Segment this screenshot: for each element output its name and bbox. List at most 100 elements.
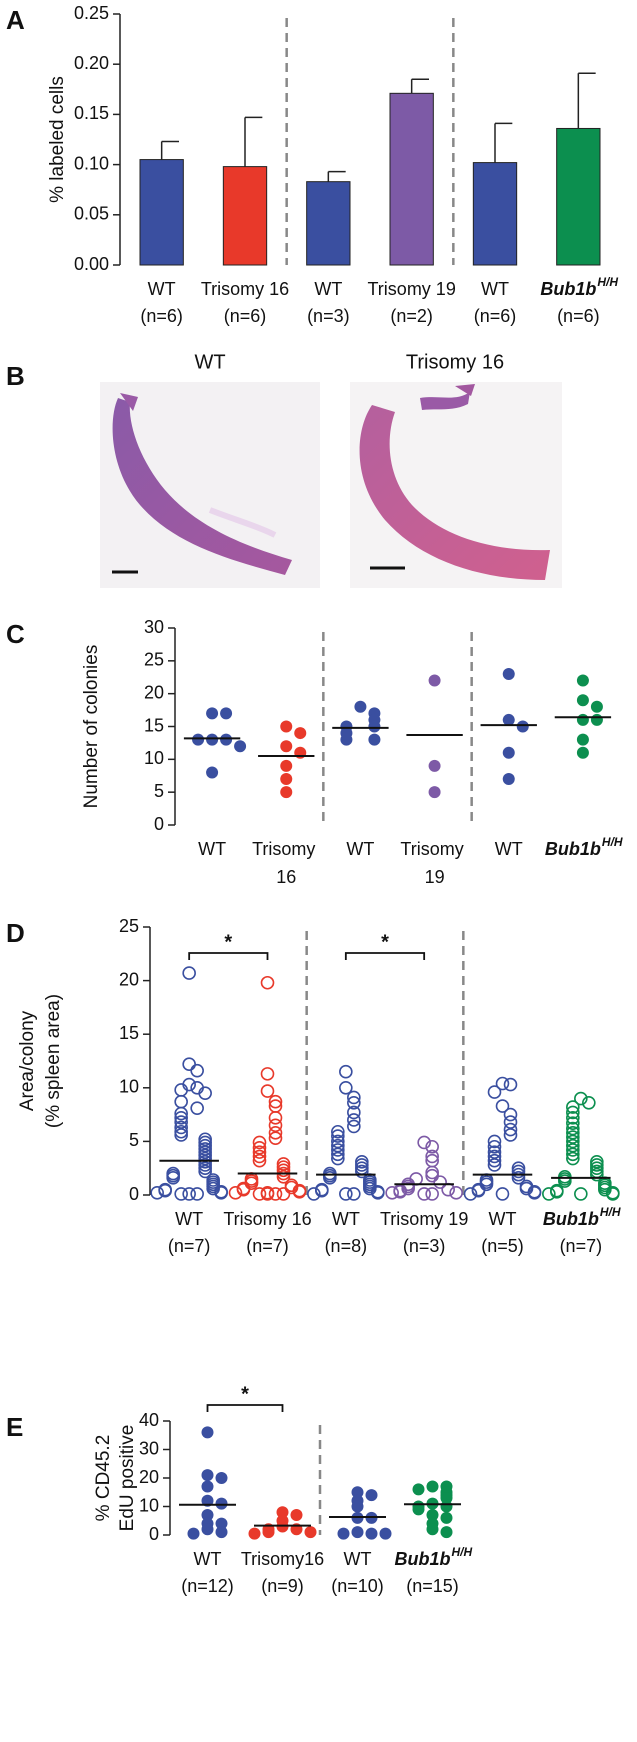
data-point <box>174 1094 188 1109</box>
data-point <box>401 1181 415 1196</box>
y-tick-label: 10 <box>139 1495 159 1515</box>
data-point <box>187 1527 200 1540</box>
sample-size: (n=9) <box>261 1576 304 1596</box>
data-point <box>440 1500 453 1513</box>
x-tick-label: Trisomy 19 <box>400 839 468 887</box>
y-axis-label: EdU positive <box>117 1425 138 1532</box>
panel-letter: D <box>6 918 25 948</box>
bar <box>222 166 268 266</box>
data-point <box>487 1134 502 1149</box>
data-point <box>516 720 529 733</box>
data-point <box>215 1517 228 1530</box>
data-point <box>262 1526 275 1539</box>
data-point <box>417 1187 431 1201</box>
bar <box>556 127 601 266</box>
data-point <box>503 1122 518 1137</box>
data-point <box>385 1186 399 1200</box>
x-tick-superscript: H/H <box>597 275 618 289</box>
x-tick-label: WT <box>175 1209 203 1229</box>
data-point <box>280 740 293 753</box>
data-point <box>495 1076 510 1091</box>
x-tick-label: WT <box>194 1549 222 1569</box>
y-tick-label: 0.20 <box>74 53 109 73</box>
data-point <box>174 1106 188 1121</box>
data-point <box>339 1064 353 1079</box>
data-point <box>174 1115 188 1129</box>
y-axis-label: % labeled cells <box>47 76 68 203</box>
x-tick-superscript: H/H <box>602 835 623 849</box>
data-point <box>502 746 515 759</box>
y-axis-label: Number of colonies <box>81 645 102 809</box>
sample-size: (n=15) <box>406 1576 459 1596</box>
data-point <box>174 1111 188 1125</box>
data-point <box>174 1187 188 1201</box>
y-tick-label: 0 <box>154 814 164 834</box>
data-point <box>260 1067 275 1081</box>
data-point <box>502 773 515 786</box>
data-point <box>503 1128 518 1142</box>
data-point <box>276 1506 289 1519</box>
y-tick-label: 25 <box>144 650 164 670</box>
data-point <box>566 1134 580 1149</box>
data-point <box>339 1187 353 1201</box>
data-point <box>566 1126 580 1140</box>
data-point <box>363 1181 377 1196</box>
data-point <box>228 1186 243 1200</box>
data-point <box>440 1526 453 1539</box>
bar <box>139 159 184 266</box>
y-tick-label: 30 <box>139 1438 159 1458</box>
data-point <box>198 1142 212 1156</box>
data-point <box>355 1158 369 1172</box>
data-point <box>449 1186 463 1200</box>
significance-bracket <box>206 1404 284 1412</box>
data-point <box>198 1164 212 1179</box>
data-point <box>440 1491 453 1504</box>
x-tick-label: WT <box>346 839 374 859</box>
y-axis-label: (% spleen area) <box>43 994 64 1128</box>
data-point <box>590 713 603 726</box>
data-point <box>198 1145 212 1159</box>
histology-image <box>350 382 562 588</box>
data-point <box>280 773 293 786</box>
sample-size: (n=12) <box>181 1576 234 1596</box>
data-point <box>576 713 589 726</box>
data-point <box>268 1118 283 1133</box>
x-tick-label: Trisomy 16 <box>223 1209 311 1229</box>
data-point <box>426 1509 439 1522</box>
data-point <box>412 1503 425 1516</box>
data-point <box>248 1527 261 1540</box>
x-tick-label: WT <box>314 279 342 299</box>
data-point <box>371 1186 385 1200</box>
sample-size: (n=6) <box>474 306 517 326</box>
data-point <box>487 1149 502 1164</box>
data-point <box>201 1523 214 1536</box>
data-point <box>268 1094 283 1109</box>
data-point <box>576 746 589 759</box>
data-point <box>234 740 247 753</box>
sample-size: (n=8) <box>325 1236 368 1256</box>
data-point <box>368 720 381 733</box>
y-tick-label: 20 <box>139 1467 159 1487</box>
significance-label: * <box>381 931 389 953</box>
data-point <box>268 1126 283 1140</box>
image-title: WT <box>194 351 225 373</box>
x-tick-label: Bub1b <box>395 1549 451 1569</box>
sample-size: (n=3) <box>403 1236 446 1256</box>
data-point <box>236 1182 251 1197</box>
data-point <box>566 1100 580 1114</box>
significance-bracket <box>344 952 426 960</box>
data-point <box>574 1187 588 1201</box>
data-point <box>487 1158 502 1172</box>
data-point <box>260 1084 275 1098</box>
data-point <box>182 1057 196 1072</box>
data-point <box>260 1187 275 1201</box>
histology-image <box>100 382 320 588</box>
data-point <box>440 1511 453 1524</box>
data-point <box>198 1158 212 1172</box>
data-point <box>214 1186 228 1200</box>
data-point <box>174 1124 188 1139</box>
image-title: Trisomy 16 <box>406 351 504 373</box>
data-point <box>354 700 367 713</box>
data-point <box>590 1167 604 1182</box>
